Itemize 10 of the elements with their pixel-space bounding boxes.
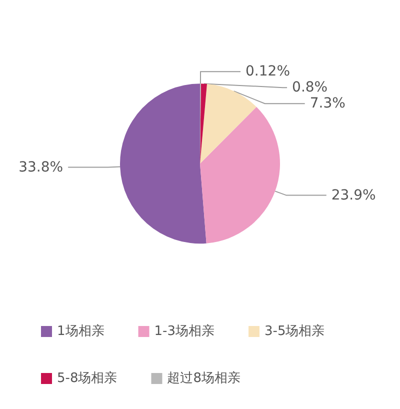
data-label: 23.9% [331,187,376,204]
legend-label: 超过8场相亲 [167,371,241,386]
data-label: 7.3% [310,96,346,112]
data-label: 0.12% [246,64,290,80]
legend-label: 3-5场相亲 [264,324,325,339]
data-label: 0.8% [292,80,328,96]
legend-label: 1场相亲 [57,324,104,339]
legend-label: 5-8场相亲 [57,371,118,386]
data-label: 33.8% [18,159,64,176]
legend-label: 1-3场相亲 [154,324,215,339]
